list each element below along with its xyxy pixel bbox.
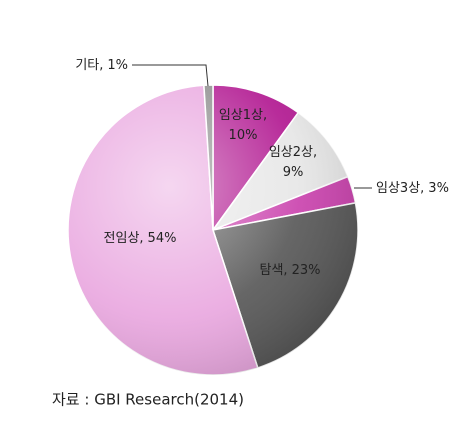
category-label: 임상2상, [269,145,317,160]
data-label: 기타, 1% [75,58,128,73]
data-label: 임상3상, 3% [376,181,449,196]
value-label: 3% [428,181,449,196]
value-label: 54% [148,231,177,246]
value-label: 1% [107,58,128,73]
category-label: 기타, [75,58,103,73]
data-label: 임상1상, 10% [219,108,267,143]
category-label: 전임상, [104,231,144,246]
source-note: 자료 : GBI Research(2014) [52,391,244,409]
value-label: 23% [292,263,321,278]
data-label: 전임상, 54% [104,231,177,246]
category-label: 임상3상, [376,181,424,196]
value-label: 10% [229,128,258,143]
category-label: 탐색, [260,263,288,278]
leader-line [132,64,209,87]
value-label: 9% [283,165,304,180]
data-label: 탐색, 23% [260,263,321,278]
data-label: 임상2상, 9% [269,145,317,180]
category-label: 임상1상, [219,108,267,123]
